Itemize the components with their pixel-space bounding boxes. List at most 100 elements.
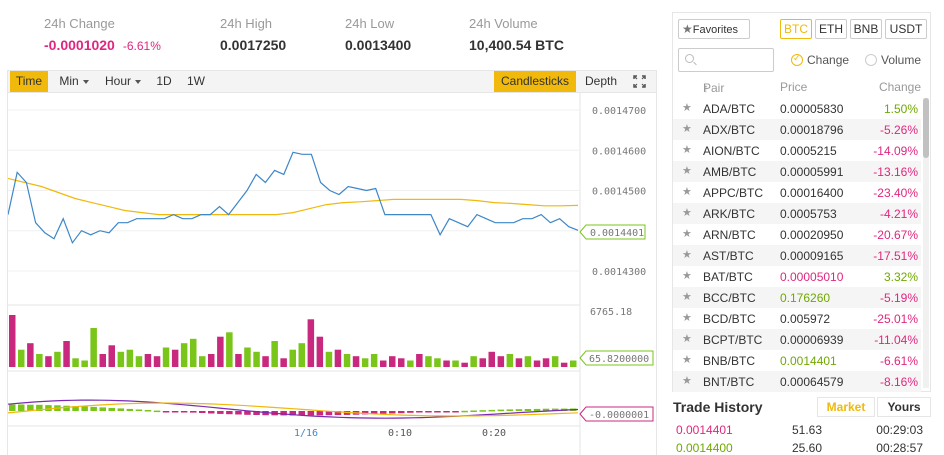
market-row[interactable]: ★ BCC/BTC 0.176260 -5.19% bbox=[673, 287, 921, 308]
volume-bar bbox=[434, 358, 441, 367]
star-icon[interactable]: ★ bbox=[682, 165, 692, 177]
macd-bar bbox=[126, 408, 134, 411]
macd-bar bbox=[479, 410, 486, 412]
star-icon[interactable]: ★ bbox=[682, 144, 692, 156]
star-icon[interactable]: ★ bbox=[682, 123, 692, 135]
market-row[interactable]: ★ ADX/BTC 0.00018796 -5.26% bbox=[673, 119, 921, 140]
tab-market[interactable]: Market bbox=[817, 397, 875, 417]
search-input[interactable] bbox=[678, 48, 774, 72]
current-price-label: 0.0014401 bbox=[590, 228, 644, 239]
volume-bar bbox=[515, 358, 523, 367]
price-tick-label: 0.0014600 bbox=[592, 146, 646, 157]
macd-bar bbox=[199, 411, 206, 413]
favorites-button[interactable]: ★Favorites bbox=[678, 19, 750, 39]
market-row[interactable]: ★ APPC/BTC 0.00016400 -23.40% bbox=[673, 182, 921, 203]
star-icon[interactable]: ★ bbox=[682, 333, 692, 345]
tab-bnb[interactable]: BNB bbox=[850, 19, 882, 39]
price-chart[interactable]: 0.00147000.00146000.00145000.00144000.00… bbox=[8, 93, 656, 455]
macd-bar bbox=[361, 411, 369, 415]
tab-yours[interactable]: Yours bbox=[877, 397, 931, 417]
volume-bar bbox=[117, 351, 125, 367]
volume-bar bbox=[452, 360, 459, 367]
tab-eth[interactable]: ETH bbox=[815, 19, 847, 39]
market-row[interactable]: ★ AION/BTC 0.0005215 -14.09% bbox=[673, 140, 921, 161]
volume-bar bbox=[407, 360, 414, 367]
market-row[interactable]: ★ BNT/BTC 0.00064579 -8.16% bbox=[673, 371, 921, 392]
star-icon[interactable]: ★ bbox=[682, 312, 692, 324]
macd-bar bbox=[208, 411, 215, 414]
star-icon[interactable]: ★ bbox=[682, 186, 692, 198]
macd-bar bbox=[36, 404, 43, 411]
macd-bar bbox=[425, 411, 432, 413]
volume-bar bbox=[199, 356, 206, 367]
star-icon[interactable]: ★ bbox=[682, 270, 692, 282]
volume-bar bbox=[262, 356, 269, 367]
market-row[interactable]: ★ AMB/BTC 0.00005991 -13.16% bbox=[673, 161, 921, 182]
macd-bar bbox=[389, 411, 396, 414]
market-row[interactable]: ★ AST/BTC 0.00009165 -17.51% bbox=[673, 245, 921, 266]
pair-change: -20.67% bbox=[873, 228, 918, 242]
expand-icon[interactable] bbox=[633, 75, 646, 88]
pair-change: -25.01% bbox=[873, 312, 918, 326]
market-row[interactable]: ★ ARN/BTC 0.00020950 -20.67% bbox=[673, 224, 921, 245]
depth-button[interactable]: Depth bbox=[584, 74, 618, 88]
pair-change: -6.61% bbox=[879, 354, 918, 368]
star-icon[interactable]: ★ bbox=[682, 228, 692, 240]
min-dropdown[interactable]: Min bbox=[54, 71, 94, 92]
trade-price: 0.0014400 bbox=[676, 441, 733, 455]
pair-price: 0.00005830 bbox=[780, 102, 844, 116]
macd-bar bbox=[27, 404, 34, 411]
market-row[interactable]: ★ ARK/BTC 0.0005753 -4.21% bbox=[673, 203, 921, 224]
market-panel: ★Favorites BTC ETH BNB USDT Change Volum… bbox=[672, 12, 931, 392]
market-row[interactable]: ★ BCD/BTC 0.005972 -25.01% bbox=[673, 308, 921, 329]
star-icon[interactable]: ★ bbox=[682, 102, 692, 114]
radio-change[interactable]: Change bbox=[791, 53, 849, 67]
volume-bar bbox=[361, 358, 369, 367]
1w-button[interactable]: 1W bbox=[187, 74, 205, 88]
pair-change: -4.21% bbox=[879, 207, 918, 221]
macd-bar bbox=[135, 409, 143, 411]
radio-checked-icon bbox=[791, 53, 803, 66]
stat-24h-low: 24h Low 0.0013400 bbox=[345, 16, 411, 53]
star-icon[interactable]: ★ bbox=[682, 291, 692, 303]
tab-btc[interactable]: BTC bbox=[780, 19, 812, 39]
tab-usdt[interactable]: USDT bbox=[885, 19, 927, 39]
volume-bar bbox=[54, 351, 61, 367]
macd-bar bbox=[452, 411, 459, 413]
pair-change: -5.26% bbox=[879, 123, 918, 137]
volume-bar bbox=[244, 347, 251, 367]
star-icon[interactable]: ★ bbox=[682, 249, 692, 261]
stat-value: 0.0013400 bbox=[345, 37, 412, 53]
scrollbar[interactable] bbox=[923, 98, 929, 388]
star-icon[interactable]: ★ bbox=[682, 354, 692, 366]
hour-dropdown[interactable]: Hour bbox=[100, 71, 146, 92]
star-icon: ★ bbox=[682, 22, 693, 36]
trade-row: 0.0014400 25.60 00:28:57 bbox=[672, 439, 931, 455]
star-icon[interactable]: ★ bbox=[682, 375, 692, 387]
1d-button[interactable]: 1D bbox=[156, 74, 172, 88]
scrollbar-thumb[interactable] bbox=[923, 98, 929, 158]
volume-bar bbox=[461, 362, 468, 367]
market-row[interactable]: ★ BCPT/BTC 0.00006939 -11.04% bbox=[673, 329, 921, 350]
header-price[interactable]: Price bbox=[780, 80, 808, 94]
volume-bar bbox=[135, 356, 143, 367]
market-row[interactable]: ★ BAT/BTC 0.00005010 3.32% bbox=[673, 266, 921, 287]
macd-bar bbox=[488, 409, 495, 412]
star-icon[interactable]: ★ bbox=[682, 207, 692, 219]
pair-price: 0.0014401 bbox=[780, 354, 837, 368]
header-change[interactable]: Change bbox=[878, 80, 921, 94]
market-row[interactable]: ★ ADA/BTC 0.00005830 1.50% bbox=[673, 98, 921, 119]
volume-bar bbox=[208, 354, 215, 367]
trade-time: 00:28:57 bbox=[876, 441, 923, 455]
macd-bar bbox=[506, 409, 514, 411]
pair-change: 1.50% bbox=[883, 102, 918, 116]
time-button[interactable]: Time bbox=[10, 71, 48, 92]
radio-volume[interactable]: Volume bbox=[865, 53, 921, 67]
volume-bar bbox=[27, 343, 34, 367]
radio-label: Volume bbox=[881, 53, 922, 67]
volume-bar bbox=[253, 351, 260, 367]
candlesticks-button[interactable]: Candlesticks bbox=[494, 71, 576, 92]
market-row[interactable]: ★ BNB/BTC 0.0014401 -6.61% bbox=[673, 350, 921, 371]
price-line bbox=[8, 151, 579, 245]
macd-bar bbox=[63, 405, 70, 411]
